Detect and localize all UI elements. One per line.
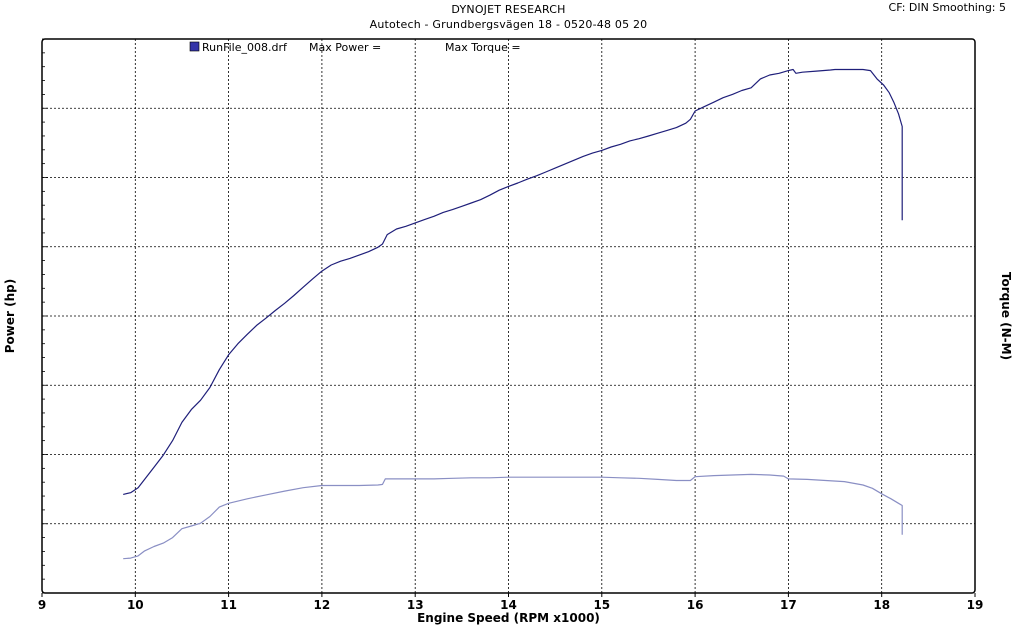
x-axis-label: Engine Speed (RPM x1000) <box>417 611 600 625</box>
legend-max-torque-label: Max Torque = <box>445 41 521 54</box>
x-tick-label: 18 <box>873 598 890 612</box>
grid-lines <box>42 39 975 593</box>
legend: RunFile_008.drf Max Power = Max Torque = <box>189 41 521 54</box>
x-tick-label: 11 <box>220 598 237 612</box>
legend-swatch-icon <box>189 41 200 52</box>
plot-frame <box>41 38 976 594</box>
chart-series <box>123 68 903 560</box>
chart-title: DYNOJET RESEARCH <box>451 3 566 16</box>
correction-factor-label: CF: DIN Smoothing: 5 <box>888 1 1006 14</box>
legend-max-power-label: Max Power = <box>309 41 381 54</box>
x-tick-label: 9 <box>38 598 46 612</box>
x-tick-label: 16 <box>687 598 704 612</box>
x-tick-label: 10 <box>127 598 144 612</box>
chart-subtitle: Autotech - Grundbergsvägen 18 - 0520-48 … <box>369 18 648 31</box>
axis-ticks: 9 10 11 12 13 14 15 16 17 18 19 <box>38 38 984 612</box>
x-tick-label: 19 <box>967 598 984 612</box>
x-tick-label: 13 <box>407 598 424 612</box>
series-line-power <box>123 68 903 495</box>
series-line-torque <box>123 473 903 560</box>
x-tick-label: 17 <box>780 598 797 612</box>
x-tick-label: 12 <box>314 598 331 612</box>
legend-run-label: RunFile_008.drf <box>202 41 288 54</box>
x-tick-label: 14 <box>500 598 517 612</box>
x-tick-label: 15 <box>593 598 610 612</box>
